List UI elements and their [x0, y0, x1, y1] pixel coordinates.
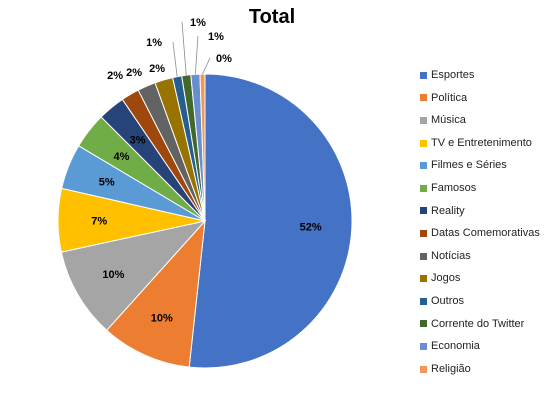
legend-swatch [420, 229, 427, 237]
legend-label: Corrente do Twitter [431, 317, 525, 330]
legend-swatch [420, 342, 427, 350]
legend-label: Outros [431, 294, 465, 307]
legend-label: Jogos [431, 272, 461, 285]
legend-label: TV e Entretenimento [431, 136, 532, 149]
legend-item: Corrente do Twitter [420, 313, 540, 336]
legend-swatch [420, 116, 427, 124]
legend-item: Filmes e Séries [420, 154, 540, 177]
label-leader-line [194, 35, 199, 75]
legend-item: Datas Comemorativas [420, 222, 540, 245]
chart-title: Total [248, 6, 296, 28]
slice-data-label: 3% [130, 134, 146, 146]
legend-swatch [420, 162, 427, 170]
legend-item: Esportes [420, 64, 540, 87]
chart-legend: Esportes Política Música TV e Entreteniment… [420, 64, 540, 380]
legend-swatch [420, 365, 427, 373]
slice-data-label: 5% [99, 177, 115, 189]
slice-data-label: 2% [107, 70, 123, 82]
slice-data-label: 7% [91, 215, 107, 227]
legend-item: Jogos [420, 267, 540, 290]
legend-swatch [420, 297, 427, 305]
label-leader-line [172, 41, 178, 77]
legend-item: TV e Entretenimento [420, 132, 540, 155]
label-leader-line [202, 57, 211, 75]
legend-swatch [420, 320, 427, 328]
legend-item: Economia [420, 335, 540, 358]
legend-swatch [420, 94, 427, 102]
slice-data-label: 0% [216, 53, 232, 65]
legend-item: Religião [420, 358, 540, 381]
legend-item: Política [420, 87, 540, 110]
legend-item: Notícias [420, 245, 540, 268]
pie-slice-3 [60, 220, 207, 331]
legend-label: Política [431, 91, 468, 104]
legend-swatch [420, 275, 427, 283]
legend-item: Outros [420, 290, 540, 313]
legend-label: Reality [431, 204, 465, 217]
legend-label: Notícias [431, 249, 471, 262]
legend-item: Música [420, 109, 540, 132]
legend-swatch [420, 71, 427, 79]
slice-data-label: 2% [126, 67, 142, 79]
slice-data-label: 1% [208, 31, 224, 43]
slice-data-label: 52% [300, 222, 322, 234]
legend-label: Esportes [431, 69, 475, 81]
legend-swatch [420, 252, 427, 260]
pie-slice-1 [188, 73, 353, 369]
legend-label: Datas Comemorativas [431, 227, 540, 240]
legend-label: Filmes e Séries [431, 159, 507, 172]
slice-data-label: 10% [151, 313, 173, 325]
legend-label: Economia [431, 340, 480, 353]
legend-label: Música [431, 114, 466, 127]
slice-data-label: 10% [102, 269, 124, 281]
slice-data-label: 1% [190, 17, 206, 29]
pie-slice-2 [105, 219, 206, 368]
legend-item: Famosos [420, 177, 540, 200]
slice-data-label: 1% [146, 37, 162, 49]
slice-data-label: 2% [149, 63, 165, 75]
label-leader-line [181, 21, 187, 76]
legend-swatch [420, 184, 427, 192]
legend-swatch [420, 207, 427, 215]
legend-swatch [420, 139, 427, 147]
legend-item: Reality [420, 200, 540, 223]
legend-label: Religião [431, 362, 471, 375]
legend-label: Famosos [431, 181, 477, 194]
slice-data-label: 4% [114, 151, 130, 163]
